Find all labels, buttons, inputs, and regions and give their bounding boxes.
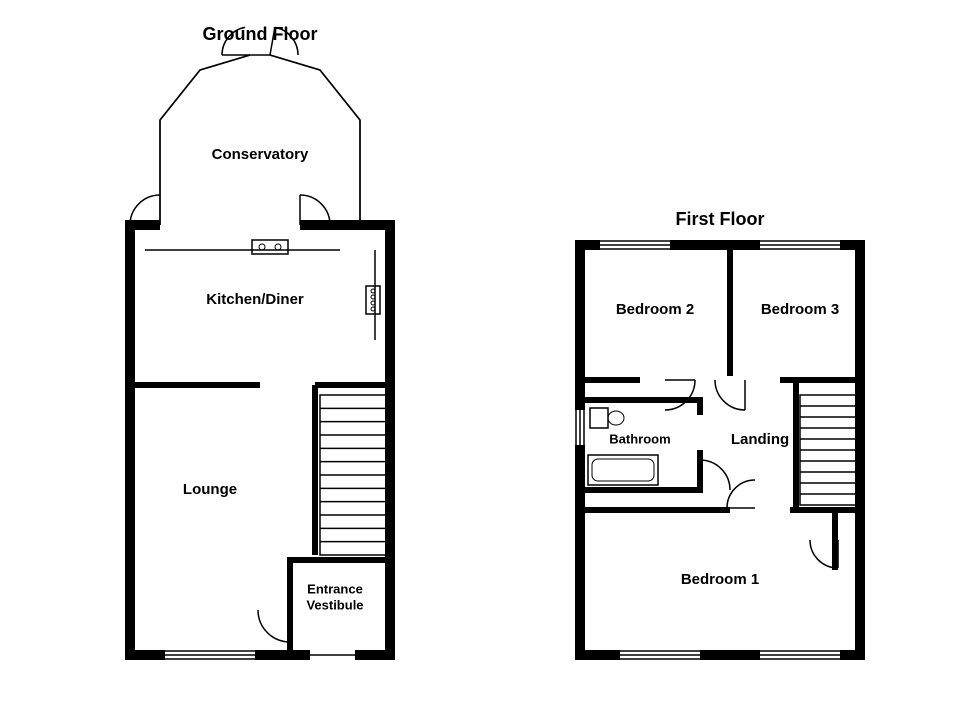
kitchen-label: Kitchen/Diner: [206, 291, 304, 308]
first-floor-title: First Floor: [676, 209, 765, 229]
conservatory-label: Conservatory: [212, 146, 309, 163]
floorplan-canvas: Ground Floor First Floor Conservatory Kitch…: [0, 0, 980, 712]
landing-label: Landing: [731, 431, 789, 448]
ground-floor: [130, 27, 390, 661]
bedroom2-label: Bedroom 2: [616, 301, 694, 318]
lounge-label: Lounge: [183, 481, 237, 498]
bathroom-label: Bathroom: [609, 431, 670, 446]
conservatory-outline: [160, 55, 360, 225]
bedroom1-label: Bedroom 1: [681, 571, 759, 588]
vestibule-label-1: Entrance: [307, 581, 363, 596]
ground-floor-title: Ground Floor: [203, 24, 318, 44]
bedroom3-label: Bedroom 3: [761, 301, 839, 318]
vestibule-label-2: Vestibule: [306, 597, 363, 612]
